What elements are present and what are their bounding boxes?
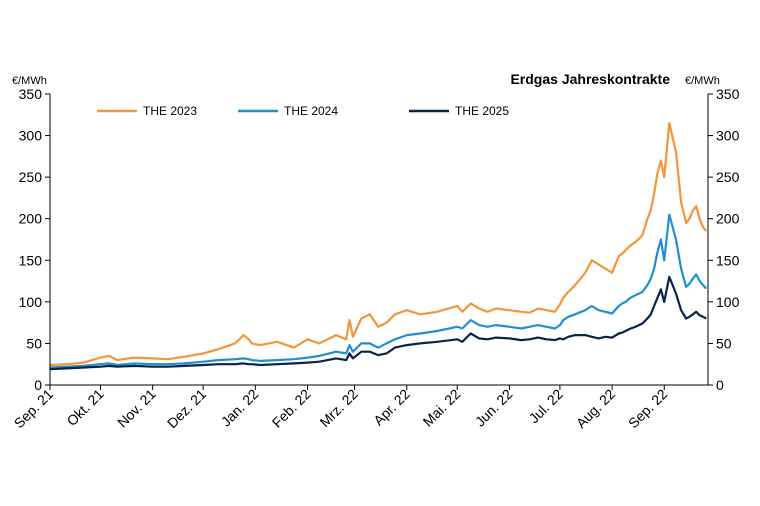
series-line-3 — [49, 275, 707, 371]
left-y-tick-label: 300 — [19, 128, 43, 144]
x-tick-label: Nov. 21 — [114, 386, 159, 431]
x-tick-label: Okt. 21 — [63, 386, 106, 429]
legend-label: THE 2023 — [143, 104, 197, 118]
left-y-tick-label: 100 — [19, 294, 43, 310]
legend-label: THE 2025 — [455, 104, 509, 118]
right-y-tick-label: 150 — [716, 252, 740, 268]
left-y-tick-label: 50 — [26, 335, 42, 351]
right-y-tick-label: 300 — [716, 128, 740, 144]
right-y-tick-label: 0 — [716, 377, 724, 393]
left-y-tick-label: 0 — [34, 377, 42, 393]
right-y-tick-label: 250 — [716, 169, 740, 185]
series-line-2 — [49, 213, 708, 369]
left-y-tick-label: 150 — [19, 252, 43, 268]
x-tick-label: Dez. 21 — [164, 386, 210, 432]
left-axis-unit: €/MWh — [12, 75, 47, 87]
chart-title: Erdgas Jahreskontrakte — [510, 71, 670, 87]
right-y-tick-label: 350 — [716, 86, 740, 102]
x-tick-label: Mrz. 22 — [316, 386, 360, 430]
right-y-tick-label: 200 — [716, 211, 740, 227]
right-y-tick-label: 50 — [716, 335, 732, 351]
axes-layer: 0 0 50 50 100 100 150 150 200 200 250 250 300 300 350 3… — [11, 86, 740, 431]
x-tick-label: Jun. 22 — [472, 386, 516, 430]
x-tick-label: Aug. 22 — [573, 386, 619, 432]
x-tick-label: Mai. 22 — [420, 386, 464, 430]
x-tick-label: Sep. 22 — [625, 386, 671, 432]
left-y-tick-label: 250 — [19, 169, 43, 185]
x-tick-label: Apr. 22 — [370, 386, 413, 429]
series-layer — [49, 121, 708, 371]
left-y-tick-label: 350 — [19, 86, 43, 102]
series-line-1 — [49, 121, 708, 367]
legend-label: THE 2024 — [284, 104, 338, 118]
right-axis-unit: €/MWh — [685, 75, 720, 87]
x-tick-label: Jan. 22 — [218, 386, 262, 430]
x-tick-label: Jul. 22 — [526, 386, 567, 427]
x-tick-label: Feb. 22 — [269, 386, 314, 431]
left-y-tick-label: 200 — [19, 211, 43, 227]
text-layer: €/MWh €/MWh Erdgas Jahreskontrakte — [12, 71, 720, 87]
legend: THE 2023 THE 2024 THE 2025 — [97, 104, 509, 118]
right-y-tick-label: 100 — [716, 294, 740, 310]
